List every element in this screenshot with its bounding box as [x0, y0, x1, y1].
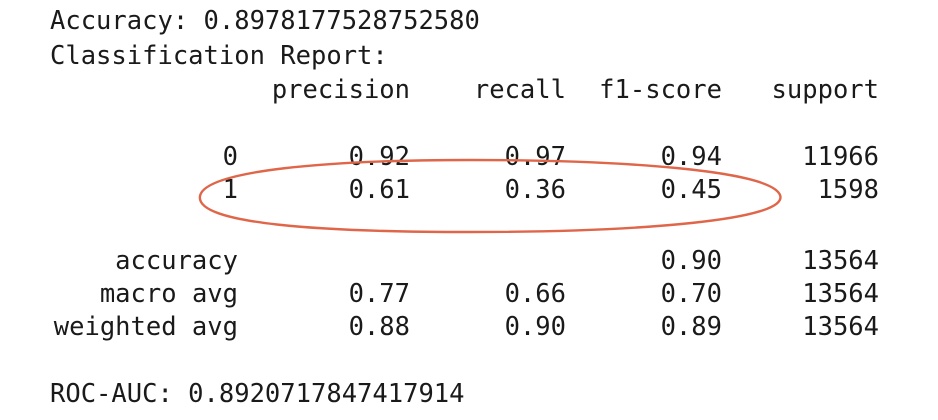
roc-auc-line: ROC-AUC: 0.8920717847417914: [50, 379, 465, 409]
summary-precision: 0.77: [348, 279, 410, 309]
summary-support: 13564: [802, 279, 879, 309]
summary-label: weighted avg: [53, 312, 238, 342]
summary-f1-score: 0.90: [660, 246, 722, 276]
summary-f1-score: 0.70: [660, 279, 722, 309]
row-support: 1598: [817, 175, 879, 205]
row-label: 1: [222, 175, 238, 205]
row-recall: 0.36: [504, 175, 566, 205]
row-label: 0: [222, 142, 238, 172]
accuracy-line: Accuracy: 0.8978177528752580: [50, 6, 480, 36]
header-precision: precision: [271, 75, 410, 105]
summary-recall: 0.66: [504, 279, 566, 309]
row-precision: 0.61: [348, 175, 410, 205]
row-f1-score: 0.45: [660, 175, 722, 205]
row-precision: 0.92: [348, 142, 410, 172]
summary-precision: 0.88: [348, 312, 410, 342]
summary-support: 13564: [802, 246, 879, 276]
row-support: 11966: [802, 142, 879, 172]
header-support: support: [771, 75, 879, 105]
summary-f1-score: 0.89: [660, 312, 722, 342]
row-recall: 0.97: [504, 142, 566, 172]
header-recall: recall: [473, 75, 566, 105]
summary-label: macro avg: [99, 279, 238, 309]
header-f1-score: f1-score: [599, 75, 722, 105]
summary-recall: 0.90: [504, 312, 566, 342]
row-f1-score: 0.94: [660, 142, 722, 172]
summary-label: accuracy: [115, 246, 238, 276]
summary-support: 13564: [802, 312, 879, 342]
report-title: Classification Report:: [50, 41, 388, 71]
